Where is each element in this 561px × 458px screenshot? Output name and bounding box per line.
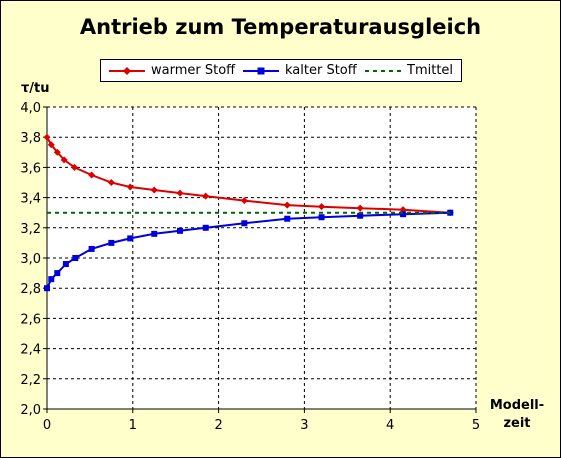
data-point-cold bbox=[176, 227, 183, 234]
x-tick-label: 1 bbox=[129, 418, 137, 433]
data-point-warm bbox=[240, 197, 248, 205]
data-point-cold bbox=[151, 230, 158, 237]
data-point-cold bbox=[62, 261, 69, 268]
x-tick-label: 3 bbox=[300, 418, 308, 433]
y-tick-label: 3,8 bbox=[20, 131, 41, 146]
data-point-warm bbox=[60, 156, 68, 164]
y-tick-label: 4,0 bbox=[20, 101, 41, 116]
data-point-warm bbox=[88, 171, 96, 179]
x-axis-label-line2: zeit bbox=[503, 416, 531, 431]
x-tick-label: 4 bbox=[386, 418, 394, 433]
data-point-warm bbox=[356, 204, 364, 212]
legend: warmer Stoff kalter Stoff Tmittel bbox=[100, 59, 462, 82]
data-point-cold bbox=[44, 285, 50, 292]
y-tick-label: 3,2 bbox=[20, 222, 41, 237]
y-tick-label: 2,0 bbox=[20, 403, 41, 418]
y-axis-label: τ/tu bbox=[21, 81, 50, 96]
legend-label-mean: Tmittel bbox=[407, 63, 454, 78]
legend-swatch-cold bbox=[243, 67, 279, 75]
data-point-warm bbox=[126, 183, 134, 191]
y-tick-label: 2,6 bbox=[20, 312, 41, 327]
x-tick-label: 2 bbox=[214, 418, 222, 433]
y-tick-label: 2,2 bbox=[20, 373, 41, 388]
data-point-cold bbox=[318, 214, 325, 221]
legend-label-warm: warmer Stoff bbox=[151, 63, 236, 78]
data-point-warm bbox=[53, 148, 61, 156]
data-point-cold bbox=[88, 245, 95, 252]
plot-background bbox=[47, 107, 476, 409]
chart-title: Antrieb zum Temperaturausgleich bbox=[79, 15, 482, 39]
data-point-warm bbox=[202, 192, 210, 200]
data-point-cold bbox=[48, 276, 55, 283]
x-tick-label: 0 bbox=[43, 418, 51, 433]
x-axis-label: Modell- zeit bbox=[485, 397, 549, 433]
data-point-cold bbox=[72, 255, 79, 261]
data-point-cold bbox=[400, 211, 407, 218]
legend-label-cold: kalter Stoff bbox=[285, 63, 357, 78]
data-point-cold bbox=[241, 220, 248, 227]
data-point-warm bbox=[43, 133, 51, 141]
data-point-cold bbox=[127, 235, 134, 242]
data-point-warm bbox=[150, 186, 158, 194]
y-tick-label: 2,4 bbox=[20, 343, 41, 358]
data-point-warm bbox=[70, 163, 78, 171]
y-tick-label: 3,6 bbox=[20, 161, 41, 176]
data-point-cold bbox=[284, 215, 291, 222]
y-tick-label: 3,4 bbox=[20, 192, 41, 207]
data-point-warm bbox=[107, 179, 115, 186]
x-axis-label-line1: Modell- bbox=[489, 398, 545, 413]
data-point-warm bbox=[283, 201, 291, 209]
y-tick-label: 2,8 bbox=[20, 282, 41, 297]
data-point-warm bbox=[176, 189, 184, 197]
data-point-cold bbox=[108, 239, 115, 246]
legend-swatch-warm bbox=[109, 67, 145, 75]
data-point-cold bbox=[202, 224, 209, 231]
x-tick-label: 5 bbox=[472, 418, 480, 433]
data-point-warm bbox=[318, 203, 326, 211]
data-point-cold bbox=[357, 212, 364, 219]
data-point-cold bbox=[54, 270, 61, 277]
data-point-warm bbox=[47, 141, 55, 149]
y-tick-label: 3,0 bbox=[20, 252, 41, 267]
legend-swatch-mean bbox=[365, 70, 401, 72]
